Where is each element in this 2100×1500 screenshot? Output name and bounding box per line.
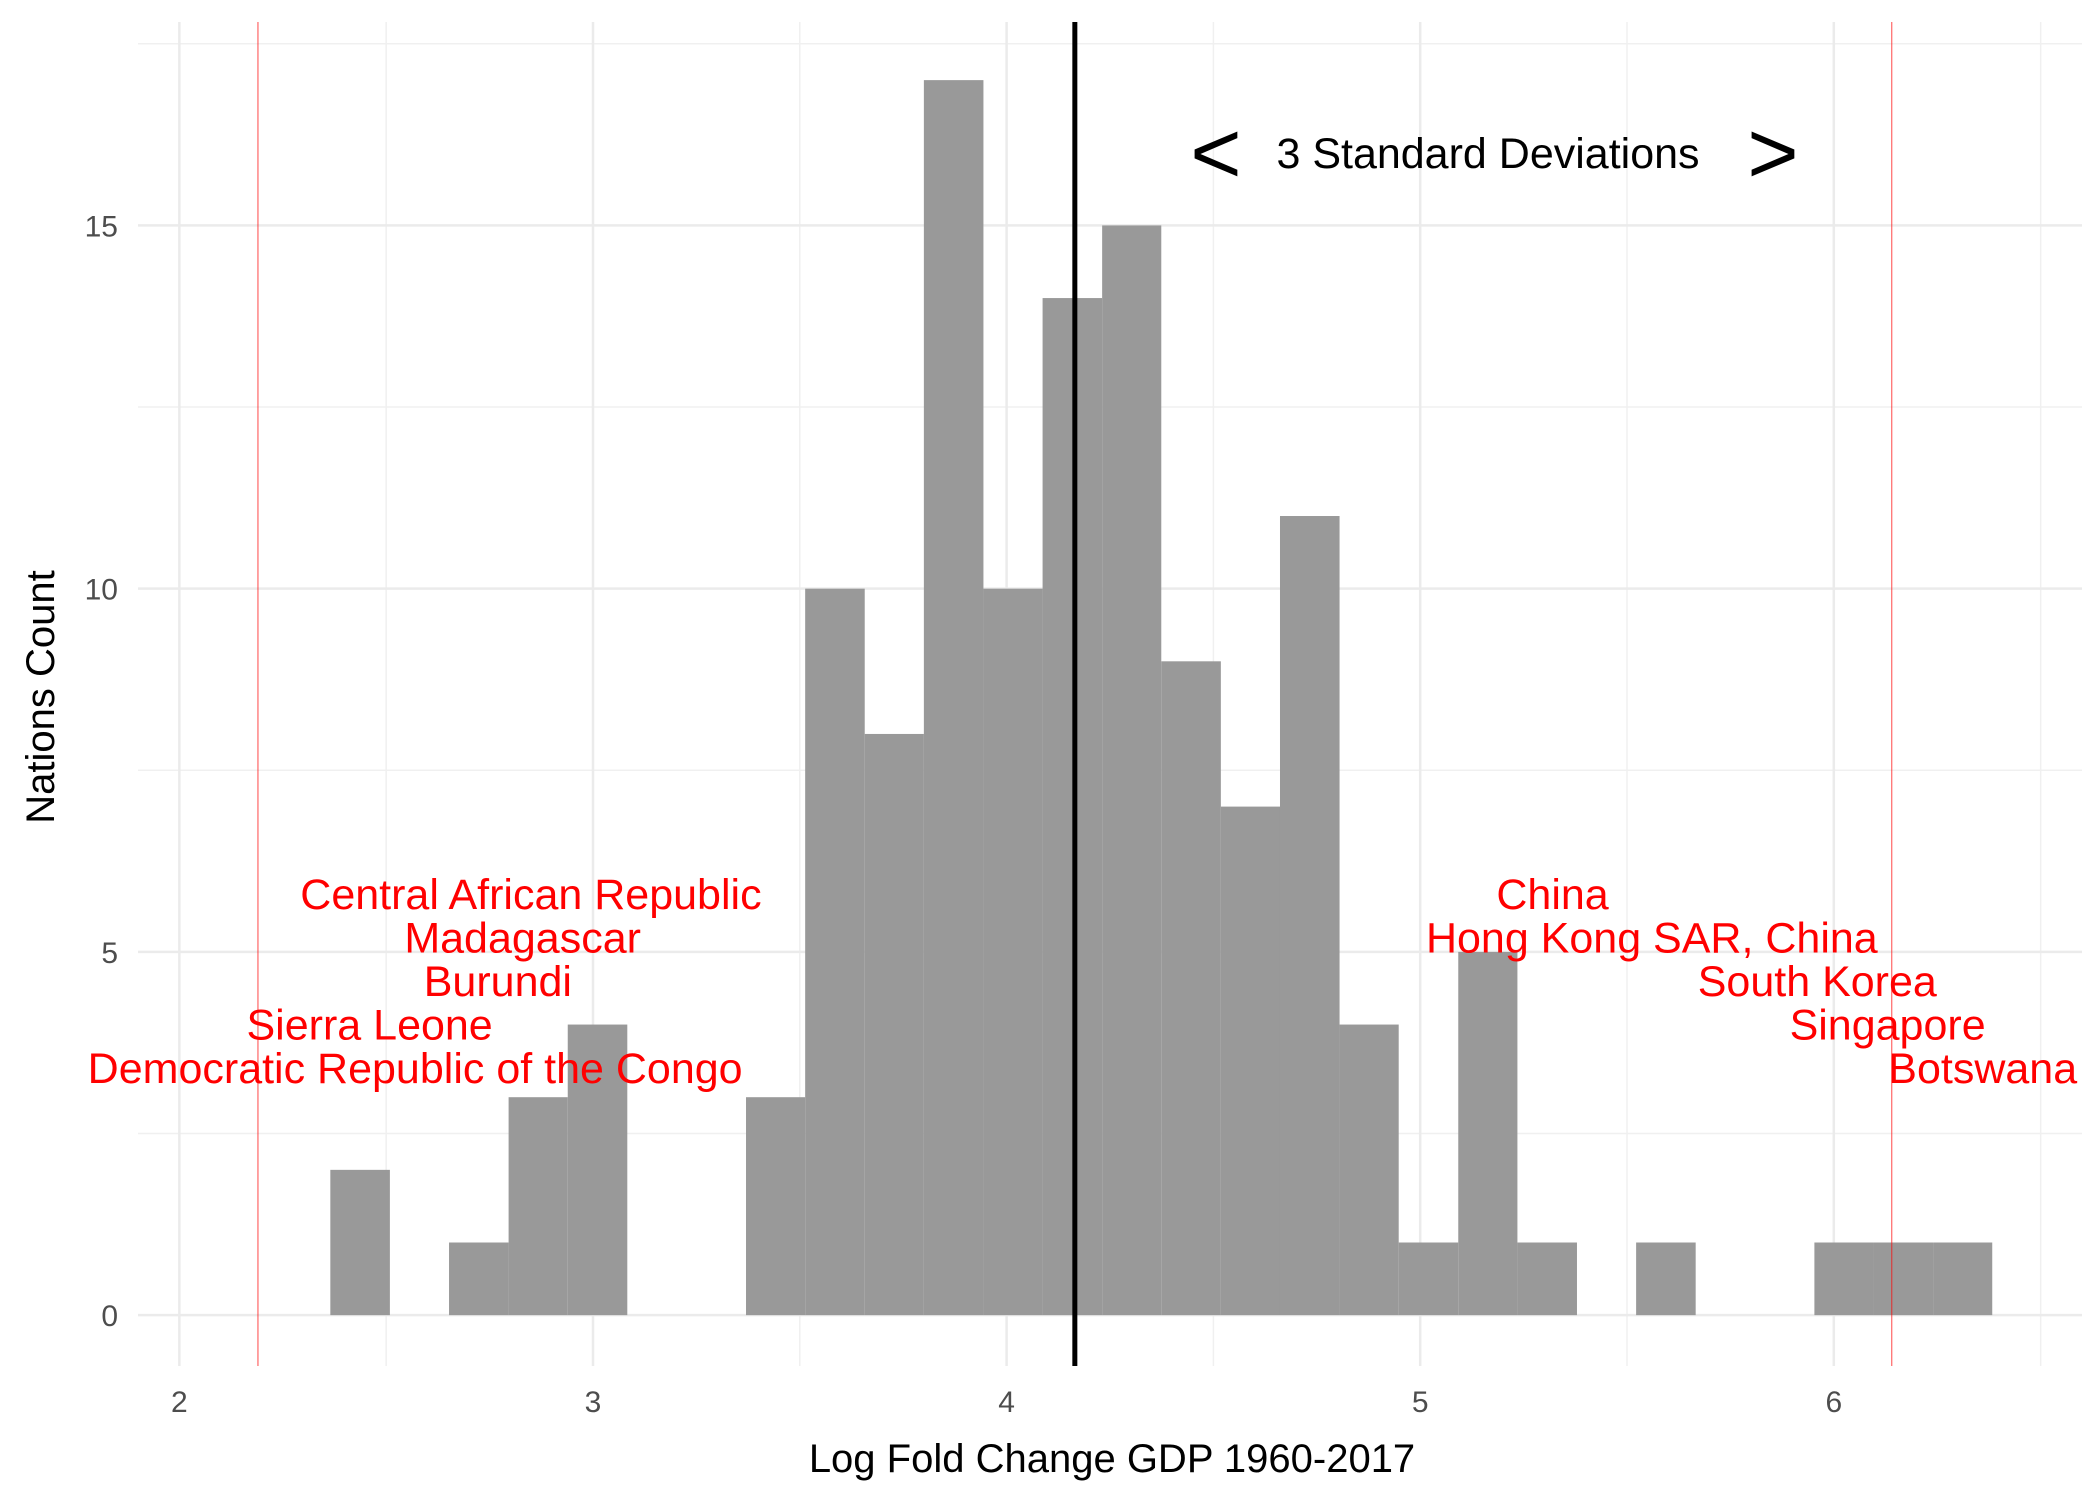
histogram-bar (746, 1097, 806, 1316)
x-axis-title: Log Fold Change GDP 1960-2017 (809, 1437, 1415, 1481)
histogram-bar (805, 588, 865, 1316)
country-label: Botswana (1888, 1045, 2077, 1093)
histogram-bar (449, 1242, 509, 1316)
x-tick-label: 2 (171, 1386, 188, 1419)
x-tick-label: 6 (1825, 1386, 1842, 1419)
histogram-bar (508, 1097, 568, 1316)
histogram-bar (1220, 806, 1280, 1316)
histogram-bar (1636, 1242, 1696, 1316)
histogram-bar (1458, 951, 1518, 1316)
sd-left-arrow: < (1190, 103, 1241, 202)
y-tick-label: 10 (85, 574, 118, 607)
sd-lines (257, 22, 1893, 1366)
y-axis-title: Nations Count (19, 570, 63, 823)
country-label: South Korea (1698, 958, 1937, 1006)
y-tick-label: 15 (85, 210, 118, 243)
x-tick-label: 3 (585, 1386, 602, 1419)
histogram-bar (1161, 661, 1221, 1316)
x-tick-label: 5 (1412, 1386, 1429, 1419)
histogram-bar (1102, 225, 1162, 1316)
histogram-bars (330, 80, 1993, 1316)
sd-annotation: < 3 Standard Deviations > (1190, 103, 1798, 202)
histogram-bar (1398, 1242, 1459, 1316)
histogram-bar (983, 588, 1043, 1316)
country-label: Singapore (1790, 1002, 1986, 1050)
sd-right-arrow: > (1747, 103, 1798, 202)
histogram-bar (1279, 516, 1340, 1316)
country-annotations: Central African RepublicMadagascarBurund… (88, 871, 2078, 1093)
country-label: Central African Republic (300, 871, 761, 919)
y-tick-labels: 0 5 10 15 (85, 210, 118, 1333)
histogram-bar (864, 733, 924, 1316)
y-tick-label: 0 (101, 1300, 118, 1333)
country-label: Hong Kong SAR, China (1426, 914, 1878, 962)
histogram-bar (567, 1024, 628, 1316)
country-label: Sierra Leone (247, 1002, 493, 1050)
histogram-bar (330, 1169, 390, 1316)
sd-label: 3 Standard Deviations (1276, 130, 1699, 178)
histogram-bar (1339, 1024, 1399, 1316)
x-tick-label: 4 (998, 1386, 1015, 1419)
y-tick-label: 5 (101, 937, 118, 970)
histogram-bar (1517, 1242, 1577, 1316)
country-label: China (1496, 871, 1608, 919)
histogram-bar (1814, 1242, 1874, 1316)
histogram-bar (1933, 1242, 1993, 1316)
histogram-bar (923, 80, 984, 1316)
country-label: Madagascar (404, 914, 641, 962)
country-label: Burundi (424, 958, 572, 1006)
histogram-bar (1873, 1242, 1934, 1316)
country-label: Democratic Republic of the Congo (88, 1045, 743, 1093)
x-tick-labels: 2 3 4 5 6 (171, 1386, 1842, 1419)
